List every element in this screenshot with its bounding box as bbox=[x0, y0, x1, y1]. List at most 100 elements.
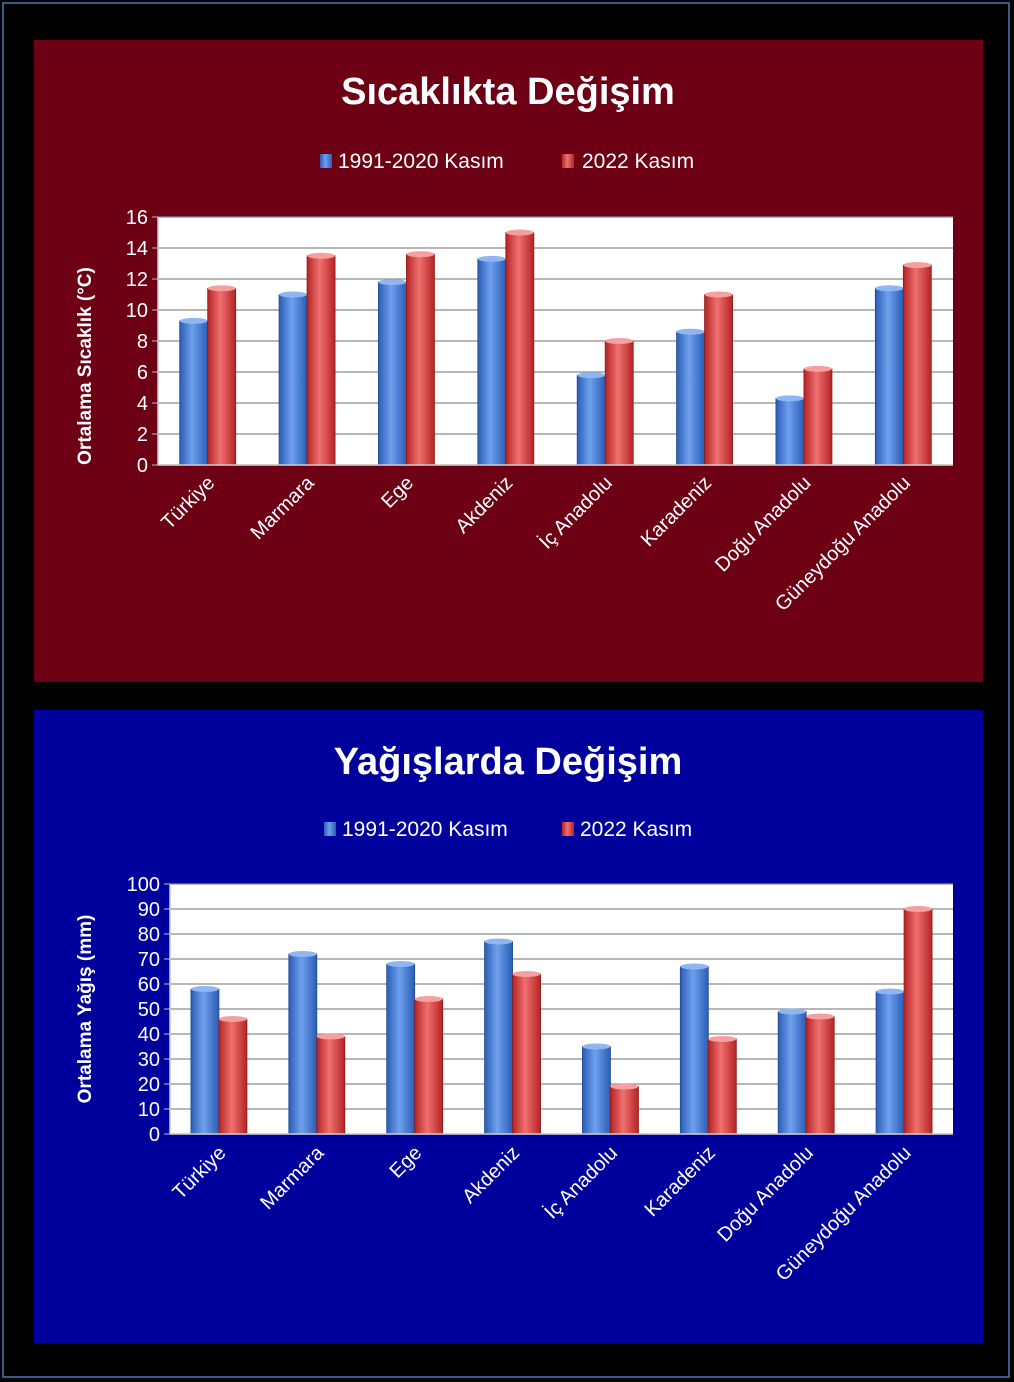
bar-cap-series2-1 bbox=[316, 1033, 345, 1040]
x-tick-label: Akdeniz bbox=[451, 472, 517, 538]
y-tick-label: 4 bbox=[137, 393, 148, 415]
bar-series1-6 bbox=[775, 397, 805, 466]
y-axis-label: Ortalama Yağış (mm) bbox=[75, 915, 96, 1104]
bar-cap-series1-6 bbox=[775, 395, 804, 402]
bar-cap-series1-0 bbox=[190, 986, 219, 992]
bar-series2-6 bbox=[805, 1016, 835, 1135]
bar-series2-1 bbox=[316, 1036, 346, 1135]
precipitation-chart-panel: Yağışlarda Değişim 1991-2020 Kasım 2022 … bbox=[34, 710, 983, 1343]
bar-cap-series1-5 bbox=[680, 963, 709, 970]
bar-series1-4 bbox=[582, 1046, 611, 1135]
y-tick-label: 100 bbox=[127, 874, 160, 896]
bar-cap-series2-6 bbox=[803, 365, 832, 372]
bar-cap-series1-1 bbox=[288, 951, 317, 957]
x-tick-label: Ege bbox=[385, 1142, 426, 1183]
x-tick-label: Doğu Anadolu bbox=[713, 1142, 817, 1246]
precipitation-chart: Yağışlarda Değişim 1991-2020 Kasım 2022 … bbox=[75, 741, 953, 1286]
x-tick-label: Karadeniz bbox=[637, 472, 716, 551]
y-tick-label: 16 bbox=[126, 207, 148, 229]
bar-series1-0 bbox=[190, 988, 220, 1135]
bar-cap-series1-4 bbox=[577, 372, 606, 379]
y-tick-label: 60 bbox=[138, 974, 160, 996]
bar-series1-2 bbox=[378, 281, 407, 466]
bar-cap-series2-7 bbox=[904, 906, 933, 912]
bar-cap-series2-2 bbox=[406, 251, 435, 258]
bar-series2-0 bbox=[207, 287, 237, 466]
bar-series1-1 bbox=[288, 953, 318, 1135]
bar-series1-7 bbox=[875, 991, 905, 1135]
y-tick-label: 50 bbox=[138, 999, 160, 1021]
bar-cap-series1-2 bbox=[386, 961, 415, 967]
bar-cap-series2-4 bbox=[605, 338, 634, 344]
bar-cap-series1-3 bbox=[484, 938, 513, 945]
x-tick-label: Türkiye bbox=[157, 472, 219, 534]
bar-cap-series2-4 bbox=[610, 1083, 639, 1090]
bar-cap-series2-3 bbox=[512, 971, 541, 977]
legend-swatch-series2 bbox=[562, 154, 574, 168]
bar-series1-1 bbox=[278, 294, 308, 466]
bar-cap-series2-7 bbox=[903, 262, 932, 269]
bar-series2-5 bbox=[704, 294, 733, 466]
bar-series2-4 bbox=[604, 340, 634, 466]
legend-label-series1: 1991-2020 Kasım bbox=[338, 150, 504, 173]
legend-swatch-series2 bbox=[562, 822, 574, 836]
bar-series2-1 bbox=[306, 255, 336, 466]
bar-cap-series1-2 bbox=[378, 279, 407, 286]
bar-series1-4 bbox=[576, 374, 606, 466]
bar-series1-3 bbox=[477, 258, 507, 466]
x-tick-label: Ege bbox=[377, 472, 418, 513]
bar-cap-series2-5 bbox=[708, 1036, 737, 1042]
y-tick-label: 2 bbox=[137, 424, 148, 446]
y-tick-label: 40 bbox=[138, 1024, 160, 1046]
bar-cap-series2-0 bbox=[207, 285, 236, 292]
bar-series2-3 bbox=[505, 232, 535, 466]
bar-series1-7 bbox=[874, 287, 904, 466]
bar-series1-0 bbox=[179, 320, 209, 466]
y-tick-label: 12 bbox=[126, 269, 148, 291]
bar-cap-series2-0 bbox=[218, 1016, 247, 1022]
bar-cap-series1-4 bbox=[582, 1043, 611, 1050]
bar-series2-7 bbox=[902, 264, 932, 466]
bar-series1-6 bbox=[777, 1011, 807, 1135]
bar-series2-6 bbox=[803, 368, 833, 466]
x-tick-label: Marmara bbox=[246, 471, 319, 544]
chart-title: Sıcaklıkta Değişim bbox=[341, 71, 675, 113]
legend-label-series2: 2022 Kasım bbox=[582, 150, 694, 173]
bar-cap-series1-5 bbox=[676, 328, 705, 335]
bar-cap-series2-6 bbox=[806, 1013, 835, 1020]
y-tick-label: 14 bbox=[126, 238, 148, 260]
legend-swatch-series1 bbox=[324, 822, 336, 836]
x-tick-label: Akdeniz bbox=[458, 1142, 524, 1208]
bar-cap-series1-0 bbox=[179, 317, 208, 324]
bar-cap-series1-7 bbox=[876, 988, 905, 995]
y-tick-label: 80 bbox=[138, 924, 160, 946]
y-tick-label: 10 bbox=[138, 1099, 160, 1121]
chart-title: Yağışlarda Değişim bbox=[334, 741, 683, 783]
bar-series1-5 bbox=[679, 966, 709, 1135]
bar-cap-series2-3 bbox=[505, 229, 534, 236]
temperature-chart-panel: Sıcaklıkta Değişim 1991-2020 Kasım 2022 … bbox=[34, 40, 983, 682]
x-tick-label: İç Anadolu bbox=[534, 471, 616, 553]
bar-cap-series2-5 bbox=[704, 291, 733, 298]
x-tick-label: Marmara bbox=[256, 1141, 329, 1214]
x-tick-label: Karadeniz bbox=[641, 1142, 720, 1221]
bar-series2-5 bbox=[707, 1038, 737, 1135]
y-tick-label: 8 bbox=[137, 331, 148, 353]
y-tick-label: 20 bbox=[138, 1074, 160, 1096]
plot-area: 0 2 4 6 8 10 12 14 16 Türkiye Marmara Ege Akdeniz İç … bbox=[126, 207, 953, 616]
legend-label-series1: 1991-2020 Kasım bbox=[342, 818, 508, 841]
bar-series2-3 bbox=[512, 973, 541, 1135]
y-tick-label: 70 bbox=[138, 949, 160, 971]
bar-cap-series1-3 bbox=[477, 255, 506, 262]
x-tick-label: İç Anadolu bbox=[540, 1141, 622, 1223]
bar-cap-series2-2 bbox=[414, 996, 443, 1002]
bar-cap-series1-1 bbox=[279, 291, 308, 298]
bar-series1-3 bbox=[484, 941, 513, 1135]
y-tick-label: 10 bbox=[126, 300, 148, 322]
bar-series2-7 bbox=[903, 908, 933, 1135]
y-tick-label: 90 bbox=[138, 899, 160, 921]
bar-series1-5 bbox=[676, 331, 705, 466]
x-tick-label: Türkiye bbox=[169, 1142, 231, 1204]
bar-series2-4 bbox=[610, 1086, 639, 1135]
